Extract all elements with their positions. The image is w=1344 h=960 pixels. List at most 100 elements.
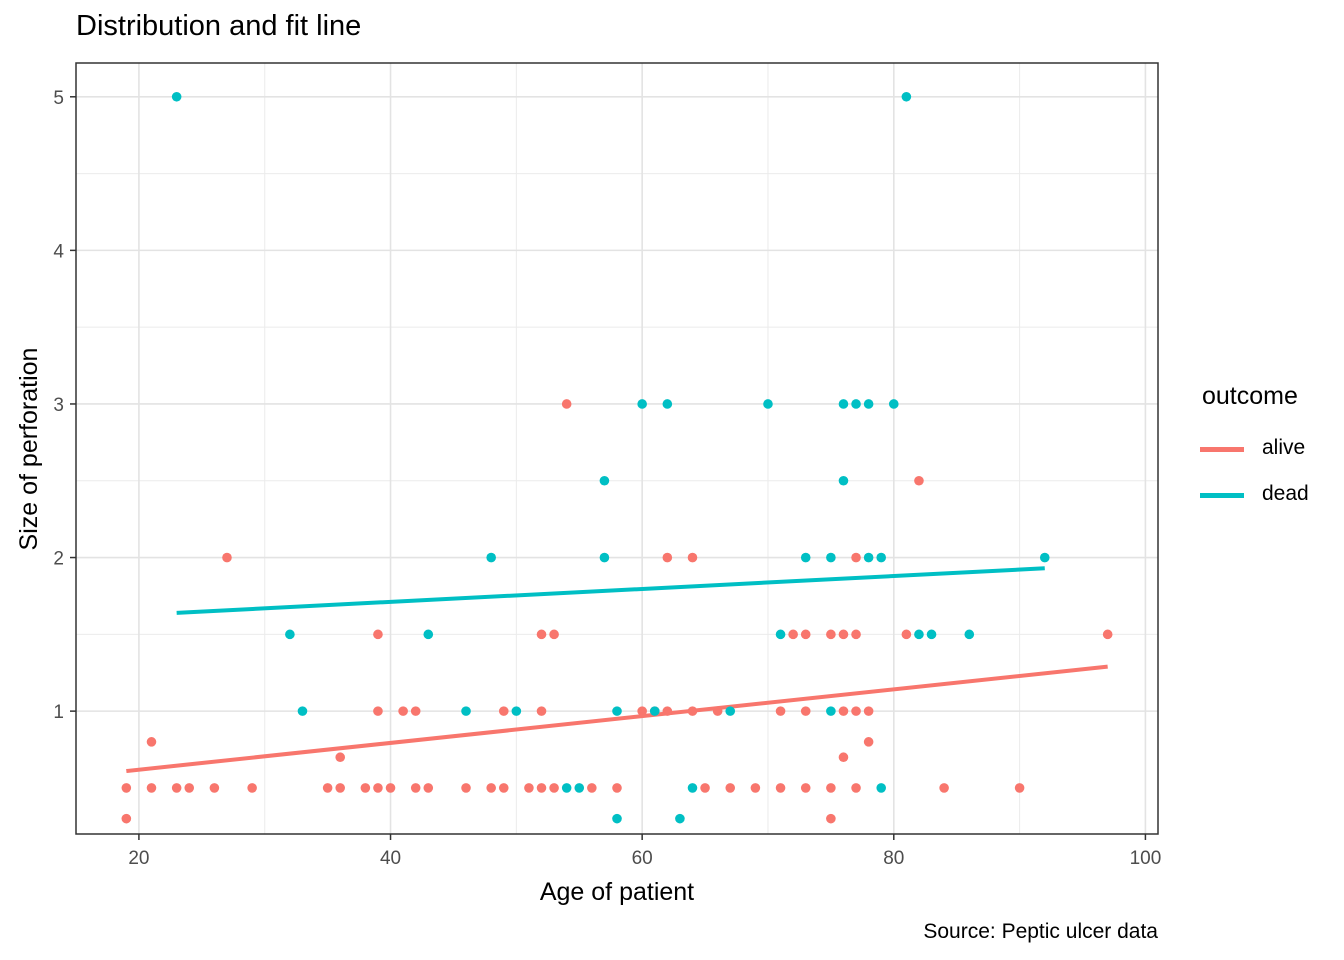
data-point-alive [322,783,333,793]
x-tick-label: 100 [1130,848,1162,869]
data-point-alive [247,783,257,793]
x-tick-label: 40 [380,848,401,869]
data-point-dead [612,706,622,716]
data-point-alive [901,629,912,640]
data-point-dead [876,552,887,563]
data-point-alive [1102,629,1113,640]
data-point-alive [410,706,421,716]
x-tick-label: 80 [883,848,904,869]
data-point-dead [675,813,685,824]
data-point-alive [700,783,710,793]
data-point-dead [826,706,836,716]
data-point-alive [373,783,383,793]
data-point-alive [863,737,874,747]
data-point-alive [536,706,547,716]
data-point-alive [171,783,182,793]
data-point-dead [511,706,522,716]
fit-line-alive [126,664,1108,774]
data-point-alive [335,752,346,763]
data-point-alive [838,629,849,640]
data-point-alive [775,783,786,793]
data-point-alive [498,706,509,716]
chart-title: Distribution and fit line [76,10,362,42]
data-point-alive [373,706,383,716]
y-tick-label: 3 [53,395,64,416]
data-point-dead [423,629,434,640]
data-point-dead [486,552,496,563]
data-point-alive [851,629,861,640]
data-point-alive [788,629,798,640]
data-point-alive [524,783,534,793]
data-point-alive [423,783,434,793]
data-point-dead [461,706,471,716]
data-point-alive [146,783,157,793]
data-point-alive [775,706,786,716]
data-point-alive [335,783,346,793]
data-point-alive [461,783,471,793]
data-point-alive [637,706,647,716]
data-point-dead [888,399,899,409]
y-tick-label: 1 [53,702,64,723]
data-point-dead [1039,552,1050,563]
data-point-alive [939,783,949,793]
data-point-alive [536,783,547,793]
y-tick-label: 4 [53,241,64,262]
data-point-alive [587,783,597,793]
data-point-alive [800,706,811,716]
data-point-alive [373,629,383,640]
data-point-alive [410,783,421,793]
data-point-dead [574,783,585,793]
data-point-alive [851,706,861,716]
data-point-alive [687,552,698,563]
y-tick-label: 2 [53,549,64,570]
data-point-dead [612,813,622,824]
data-point-alive [800,783,811,793]
data-point-alive [498,783,509,793]
data-point-alive [725,783,736,793]
data-point-alive [536,629,547,640]
data-point-dead [926,629,937,640]
data-point-dead [876,783,887,793]
data-point-alive [549,629,559,640]
data-point-alive [826,813,836,824]
data-point-dead [285,629,295,640]
data-point-dead [171,91,182,102]
data-point-alive [687,706,698,716]
data-point-alive [712,706,723,716]
data-point-dead [838,399,849,409]
data-point-alive [826,629,836,640]
panel-border [75,62,1159,835]
data-point-alive [146,737,157,747]
data-point-dead [687,783,698,793]
data-point-dead [662,399,673,409]
y-tick-label: 5 [53,88,64,109]
data-point-dead [599,552,610,563]
data-point-alive [549,783,559,793]
data-point-dead [599,475,610,486]
data-point-alive [838,752,849,763]
legend-label-dead: dead [1262,482,1309,505]
fit-line-dead [176,566,1045,615]
data-point-alive [385,783,396,793]
data-point-alive [398,706,408,716]
data-point-alive [838,706,849,716]
x-axis-label: Age of patient [540,878,694,906]
data-point-alive [121,783,132,793]
legend-title: outcome [1202,382,1298,410]
data-point-alive [360,783,371,793]
x-tick-label: 20 [128,848,149,869]
data-point-alive [914,475,924,486]
data-point-alive [662,552,673,563]
data-point-alive [222,552,232,563]
data-point-dead [851,399,861,409]
data-point-dead [775,629,786,640]
data-point-dead [838,475,849,486]
legend-label-alive: alive [1262,436,1306,459]
data-point-dead [826,552,836,563]
data-point-alive [662,706,673,716]
data-point-dead [964,629,975,640]
legend-key-dead [1200,493,1244,498]
data-point-alive [851,783,861,793]
data-point-dead [863,552,874,563]
